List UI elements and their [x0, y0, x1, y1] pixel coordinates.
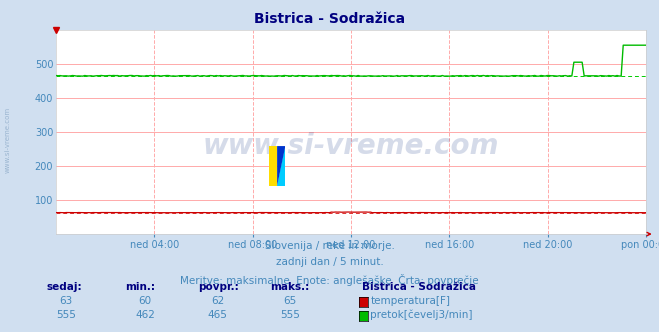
Text: 555: 555: [56, 310, 76, 320]
Text: 555: 555: [280, 310, 300, 320]
Text: povpr.:: povpr.:: [198, 283, 239, 292]
Text: min.:: min.:: [125, 283, 156, 292]
Text: temperatura[F]: temperatura[F]: [370, 296, 450, 306]
Text: maks.:: maks.:: [270, 283, 310, 292]
Polygon shape: [277, 146, 285, 186]
Text: zadnji dan / 5 minut.: zadnji dan / 5 minut.: [275, 257, 384, 267]
Text: www.si-vreme.com: www.si-vreme.com: [5, 106, 11, 173]
Text: pretok[čevelj3/min]: pretok[čevelj3/min]: [370, 309, 473, 320]
Text: 65: 65: [283, 296, 297, 306]
Polygon shape: [269, 146, 277, 186]
Text: 60: 60: [138, 296, 152, 306]
Text: 462: 462: [135, 310, 155, 320]
Polygon shape: [277, 146, 285, 186]
Text: 62: 62: [211, 296, 224, 306]
Text: Bistrica - Sodražica: Bistrica - Sodražica: [362, 283, 476, 292]
Text: 465: 465: [208, 310, 227, 320]
Text: Bistrica - Sodražica: Bistrica - Sodražica: [254, 12, 405, 26]
Text: Slovenija / reke in morje.: Slovenija / reke in morje.: [264, 241, 395, 251]
Text: Meritve: maksimalne  Enote: anglešaške  Črta: povprečje: Meritve: maksimalne Enote: anglešaške Čr…: [180, 274, 479, 286]
Text: 63: 63: [59, 296, 72, 306]
Text: www.si-vreme.com: www.si-vreme.com: [203, 132, 499, 160]
Text: sedaj:: sedaj:: [46, 283, 82, 292]
